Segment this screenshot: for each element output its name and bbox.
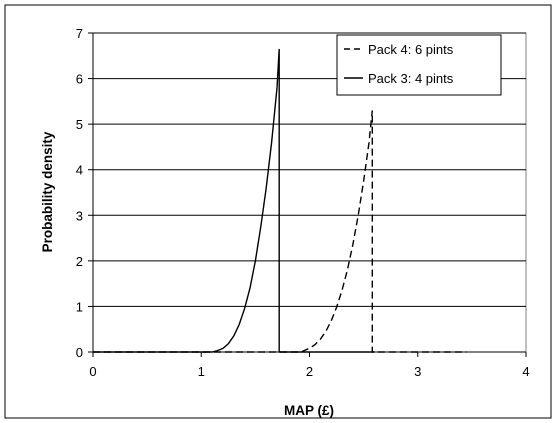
legend-box (336, 34, 502, 96)
y-tick-label: 5 (76, 117, 83, 132)
y-tick-label: 0 (76, 345, 83, 360)
x-tick-label: 4 (522, 364, 529, 379)
y-tick-label: 4 (76, 163, 83, 178)
legend: Pack 4: 6 pints Pack 3: 4 pints (336, 34, 502, 96)
series-layer (93, 48, 467, 353)
series-line-pack-4 (93, 110, 467, 353)
gridlines (93, 32, 526, 307)
y-tick-label: 6 (76, 72, 83, 87)
legend-label-pack-4: Pack 4: 6 pints (368, 42, 454, 57)
y-tick-label: 2 (76, 254, 83, 269)
series-line-pack-3 (93, 48, 375, 353)
y-axis-title: Probability density (40, 131, 55, 252)
x-tick-label: 3 (414, 364, 421, 379)
x-tick-label: 1 (198, 364, 205, 379)
y-tick-label: 7 (76, 26, 83, 41)
x-axis-title: MAP (£) (284, 403, 334, 418)
y-tick-label: 3 (76, 208, 83, 223)
x-tick-label: 0 (89, 364, 96, 379)
legend-label-pack-3: Pack 3: 4 pints (368, 71, 454, 86)
y-tick-label: 1 (76, 299, 83, 314)
x-tick-label: 2 (306, 364, 313, 379)
tick-labels: 0 1 2 3 4 5 6 7 0 1 2 3 4 (76, 26, 530, 379)
